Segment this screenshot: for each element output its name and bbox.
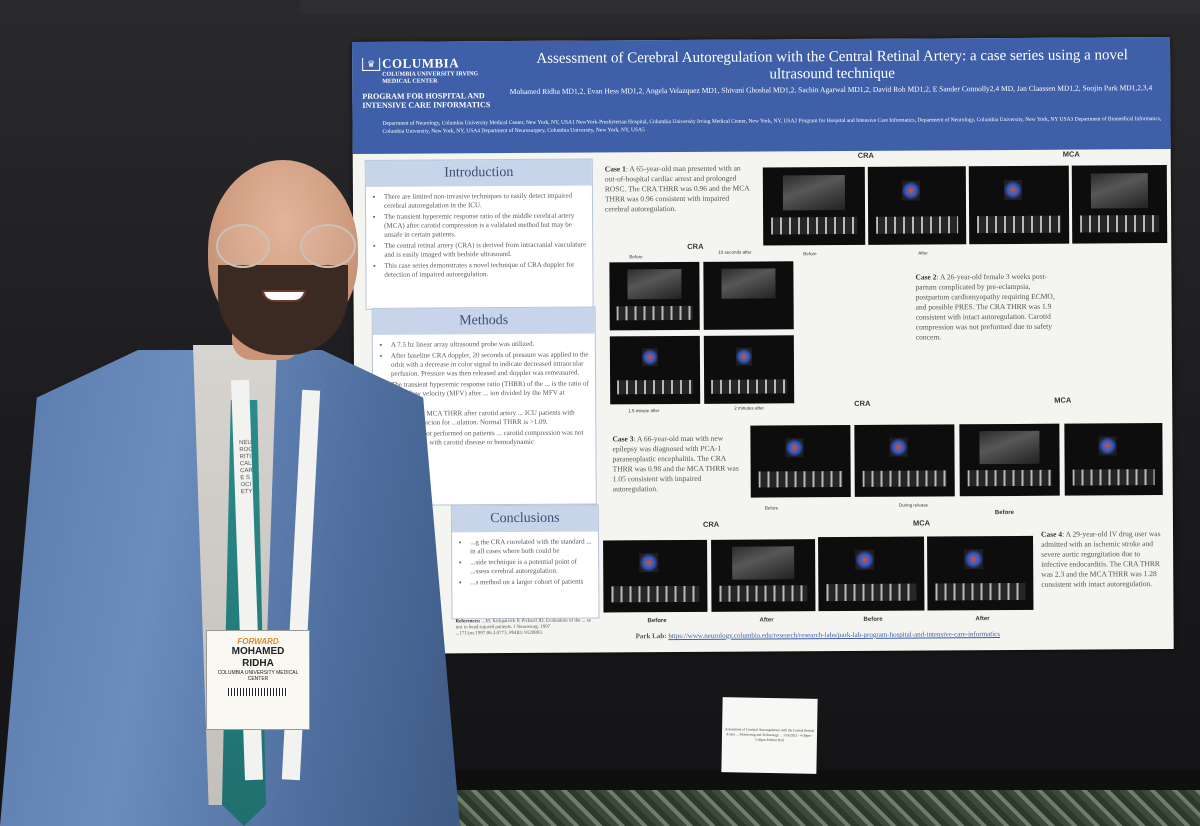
table-edge [430,770,1200,792]
beard [218,265,348,355]
ultrasound-image [927,535,1034,611]
case3-before2-label: Before [994,509,1014,517]
case1-after-label: After [918,250,928,256]
list-item: ...s method on a larger cohort of patien… [470,578,592,588]
case2-label: Case 2 [915,272,937,282]
case3-cra-label: CRA [854,398,871,408]
park-lab-footer: Park Lab: https://www.neurology.columbia… [636,630,1000,640]
name-badge: FORWARD MOHAMED RIDHA COLUMBIA UNIVERSIT… [206,630,310,730]
case1-cra-label: CRA [857,150,874,160]
badge-first-name: MOHAMED [231,646,285,657]
poster-title: Assessment of Cerebral Autoregulation wi… [536,47,1128,83]
cra-grid-label: 1.5 minute after [628,408,660,414]
park-lab-link[interactable]: https://www.neurology.columbia.edu/resea… [668,630,1000,641]
columbia-logo-subtitle: COLUMBIA UNIVERSITY IRVING MEDICAL CENTE… [382,71,479,85]
ultrasound-image [959,423,1060,497]
carpet [430,790,1200,826]
ultrasound-image [1071,165,1168,244]
poster-board-frame [300,0,1200,14]
ultrasound-image [711,539,816,612]
poster-header: ♛ COLUMBIA COLUMBIA UNIVERSITY IRVING ME… [352,37,1171,154]
case4-cra-label: CRA [702,519,720,529]
ultrasound-image [703,261,794,330]
badge-last-name: RIDHA [242,658,274,669]
case3-during-label: During release [898,502,929,508]
columbia-crown-icon: ♛ [362,57,381,71]
ultrasound-image [854,424,955,497]
ultrasound-image [818,536,925,612]
case1-before-label: Before [803,251,817,257]
badge-org: COLUMBIA UNIVERSITY MEDICAL CENTER [217,670,299,682]
cra-grid-label: 2 minutes after [734,405,765,411]
ultrasound-image [867,166,967,245]
ultrasound-image [609,261,700,331]
case4-after-label: After [759,617,774,624]
research-poster: ♛ COLUMBIA COLUMBIA UNIVERSITY IRVING ME… [352,37,1174,654]
glasses-icon [216,224,270,268]
columbia-logo: COLUMBIA [382,55,460,71]
table-info-card: Assessment of Cerebral Autoregulation wi… [721,697,818,774]
case4-mca-label: MCA [912,518,931,528]
barcode-icon [228,688,288,696]
poster-authors: Mohamed Ridha MD1,2, Evan Hess MD1,2, An… [509,83,1153,97]
case4-after2-label: After [975,616,990,623]
cra-grid-label: 10 seconds after [718,249,752,255]
case3-before-label: Before [764,505,779,511]
case3-label: Case 3 [612,434,634,444]
poster-affiliations: Department of Neurology, Columbia Univer… [382,116,1162,135]
cra-grid-label: Before [629,254,643,260]
glasses-icon [300,224,356,268]
case3-text: Case 3: A 66-year-old man with new epile… [612,433,739,494]
conclusions-heading: Conclusions [451,505,598,533]
references: References: ...M, Kirkpatrick P, Pickard… [456,619,596,638]
conclusions-section: Conclusions ...g the CRA correlated with… [450,504,600,620]
presenter-person: FORWARD MOHAMED RIDHA COLUMBIA UNIVERSIT… [0,150,470,826]
case4-before-label: Before [647,618,667,625]
smile [262,290,306,302]
case2-text: Case 2: A 26-year-old female 3 weeks pos… [915,271,1055,342]
list-item: ...side technique is a potential point o… [470,558,592,577]
ultrasound-image [750,424,851,498]
case4-label: Case 4 [1040,529,1063,539]
park-lab-label: Park Lab: [635,632,667,641]
case4-before2-label: Before [863,616,883,623]
ultrasound-image [603,539,708,613]
ultrasound-image [762,166,866,246]
case1-label: Case 1 [604,164,626,174]
case3-mca-label: MCA [1054,395,1072,405]
ultrasound-image [968,165,1070,245]
lanyard-text: NEUROCRITICAL CARE SOCIETY [239,439,253,496]
badge-event: FORWARD [237,637,279,646]
cra-grid-title: CRA [687,241,704,251]
case4-text: Case 4: A 29-year-old IV drug user was a… [1040,529,1161,589]
ultrasound-image [703,335,795,404]
ultrasound-image [609,335,701,405]
ultrasound-image [1064,423,1163,496]
case2-description: A 26-year-old female 3 weeks post-partum… [915,271,1055,342]
case1-description: A 65-year-old man presented with an out-… [604,163,750,214]
case1-text: Case 1: A 65-year-old man presented with… [604,163,750,214]
list-item: ...g the CRA correlated with the standar… [470,538,592,557]
case1-mca-label: MCA [1062,149,1080,159]
